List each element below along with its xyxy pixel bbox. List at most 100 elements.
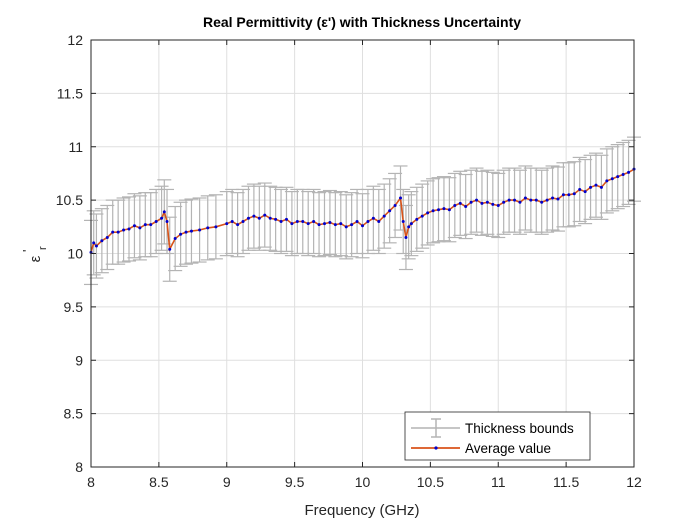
data-point xyxy=(214,225,218,229)
x-tick-label: 9.5 xyxy=(285,474,305,490)
x-axis-label: Frequency (GHz) xyxy=(304,502,419,519)
data-point xyxy=(225,222,229,226)
data-point xyxy=(534,198,538,202)
y-tick-label: 9 xyxy=(75,352,83,368)
data-point xyxy=(322,222,326,226)
y-tick-label: 11 xyxy=(68,139,83,155)
data-point xyxy=(333,223,337,227)
data-point xyxy=(627,170,631,174)
data-point xyxy=(523,196,527,200)
data-point xyxy=(616,175,620,179)
data-point xyxy=(230,219,234,223)
data-point xyxy=(567,193,571,197)
data-point xyxy=(371,216,375,220)
data-point xyxy=(453,203,457,207)
data-point xyxy=(599,185,603,189)
y-axis-label-main: ε xyxy=(27,255,44,262)
data-point xyxy=(189,229,193,233)
data-point xyxy=(198,228,202,232)
data-point xyxy=(431,209,435,213)
data-point xyxy=(317,223,321,227)
data-point xyxy=(100,239,104,243)
data-point xyxy=(179,232,183,236)
data-point xyxy=(605,179,609,183)
data-point xyxy=(415,217,419,221)
data-point xyxy=(246,216,250,220)
data-point xyxy=(184,230,188,234)
legend-label-average: Average value xyxy=(465,441,551,456)
data-point xyxy=(551,196,555,200)
data-point xyxy=(496,203,500,207)
x-tick-label: 8.5 xyxy=(149,474,169,490)
data-point xyxy=(561,193,565,197)
data-point xyxy=(404,235,408,239)
data-point xyxy=(143,223,147,227)
data-point xyxy=(480,201,484,205)
data-point xyxy=(165,219,169,223)
data-point xyxy=(366,219,370,223)
data-point xyxy=(350,223,354,227)
data-point xyxy=(268,216,272,220)
y-axis-label-sub: r xyxy=(37,246,49,250)
data-point xyxy=(116,230,120,234)
data-point xyxy=(594,183,598,187)
data-point xyxy=(284,217,288,221)
data-point xyxy=(545,198,549,202)
data-point xyxy=(127,227,131,231)
data-point xyxy=(475,198,479,202)
data-point xyxy=(388,209,392,213)
chart-title: Real Permittivity (ε') with Thickness Un… xyxy=(203,14,521,30)
data-point xyxy=(111,230,115,234)
data-point xyxy=(206,226,210,230)
axes-box xyxy=(90,39,635,468)
data-point xyxy=(173,237,177,241)
data-point xyxy=(339,222,343,226)
legend-average-swatch xyxy=(411,446,460,450)
data-point xyxy=(502,200,506,204)
data-point xyxy=(540,200,544,204)
x-tick-label: 10 xyxy=(355,474,371,490)
data-point xyxy=(328,221,332,225)
y-tick-label: 8.5 xyxy=(64,406,84,422)
legend: Thickness bounds Average value xyxy=(404,411,591,461)
x-tick-label: 12 xyxy=(626,474,642,490)
data-point xyxy=(236,223,240,227)
data-point xyxy=(583,190,587,194)
data-point xyxy=(589,185,593,189)
data-point xyxy=(458,201,462,205)
data-point xyxy=(442,207,446,211)
x-tick-label: 9 xyxy=(223,474,231,490)
data-point xyxy=(407,225,411,229)
data-point xyxy=(377,219,381,223)
data-point xyxy=(529,198,533,202)
data-point xyxy=(241,219,245,223)
average-line xyxy=(89,167,636,254)
data-point xyxy=(344,225,348,229)
data-point xyxy=(399,196,403,200)
data-point xyxy=(447,208,451,212)
data-point xyxy=(306,222,310,226)
data-point xyxy=(464,205,468,209)
data-point xyxy=(426,211,430,215)
data-point xyxy=(122,228,126,232)
data-point xyxy=(513,198,517,202)
data-point xyxy=(263,213,267,217)
data-point xyxy=(149,223,153,227)
data-point xyxy=(154,219,158,223)
data-point xyxy=(132,224,136,228)
y-tick-label: 10.5 xyxy=(56,192,83,208)
data-point xyxy=(105,235,109,239)
data-point xyxy=(274,217,278,221)
data-point xyxy=(138,226,142,230)
y-tick-label: 12 xyxy=(67,32,83,48)
y-tick-label: 9.5 xyxy=(64,299,84,315)
data-point xyxy=(301,219,305,223)
x-tick-label: 11.5 xyxy=(553,474,579,490)
data-point xyxy=(518,200,522,204)
data-point xyxy=(382,214,386,218)
x-tick-label: 8 xyxy=(87,474,95,490)
data-point xyxy=(92,241,96,245)
y-tick-label: 11.5 xyxy=(57,85,83,101)
y-axis-label-prime: ' xyxy=(20,250,35,252)
